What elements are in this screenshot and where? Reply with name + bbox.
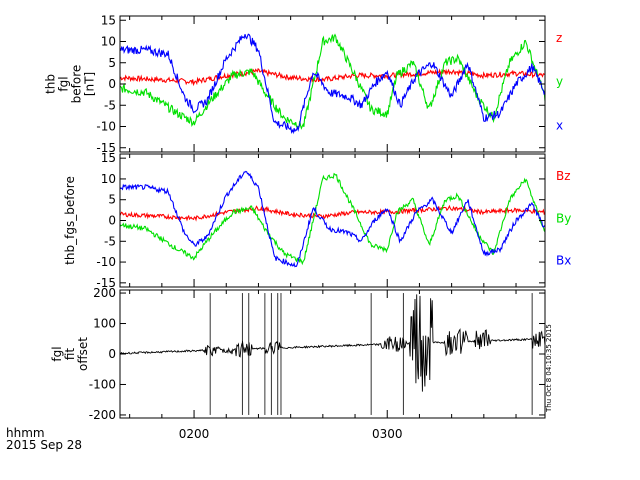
x-tick-label-0200: 0200 [179,427,210,441]
y-axis-label: thb_fgs_before [63,176,77,265]
y-tick-label: -10 [96,120,116,134]
legend-label-Bz: Bz [556,169,571,183]
panel-frame [119,153,546,288]
y-axis-label: before [70,65,84,104]
y-axis-label: [nT] [83,72,97,96]
y-tick-label: -15 [96,141,116,155]
series-line-offset [120,294,545,392]
y-tick-label: 0 [108,77,116,91]
legend-label-y: y [556,75,563,89]
series-line-y [120,33,545,130]
y-axis-label: fit [63,348,77,361]
legend-label-By: By [556,211,571,225]
legend-label-z: z [556,31,562,45]
y-tick-label: 100 [93,317,116,331]
y-tick-label: 0 [108,347,116,361]
series-line-x [120,33,545,135]
series-line-Bx [120,170,545,268]
y-tick-label: 5 [108,193,116,207]
axis-label-hhmm: hhmm [6,426,45,440]
y-tick-label: -200 [89,408,116,422]
timestamp-label: Thu Oct 8 04:10:35 2015 [545,324,553,413]
y-tick-label: 0 [108,214,116,228]
panel-frame [119,289,546,419]
panel-2: Bz By Bx 15 10 5 0 -5 -10 -15 thb_fgs_before [63,151,571,290]
series-line-By [120,172,545,266]
series-line-Bz [120,204,545,222]
y-tick-label: -5 [104,234,116,248]
y-tick-label: 15 [101,151,116,165]
y-axis-label: fgl [57,76,71,91]
y-tick-label: -5 [104,98,116,112]
panel-3: 200 100 0 -100 -200 fgl fit offset [50,286,546,422]
y-tick-label: 10 [101,172,116,186]
x-tick-label-0300: 0300 [372,427,403,441]
legend-label-Bx: Bx [556,254,571,268]
y-tick-label: 10 [101,35,116,49]
y-tick-label: -100 [89,377,116,391]
axis-label-date: 2015 Sep 28 [6,438,82,452]
legend-label-x: x [556,118,563,132]
y-axis-label: thb [44,74,58,94]
y-axis-label: offset [76,337,90,371]
panel-1: z y x 15 10 5 0 -5 -10 -15 thb fgl before [nT] [44,13,564,155]
y-tick-label: 5 [108,56,116,70]
y-tick-label: 200 [93,286,116,300]
y-tick-label: -10 [96,255,116,269]
y-tick-label: -15 [96,276,116,290]
series-line-z [120,68,545,87]
y-tick-label: 15 [101,13,116,27]
y-axis-label: fgl [50,346,64,361]
